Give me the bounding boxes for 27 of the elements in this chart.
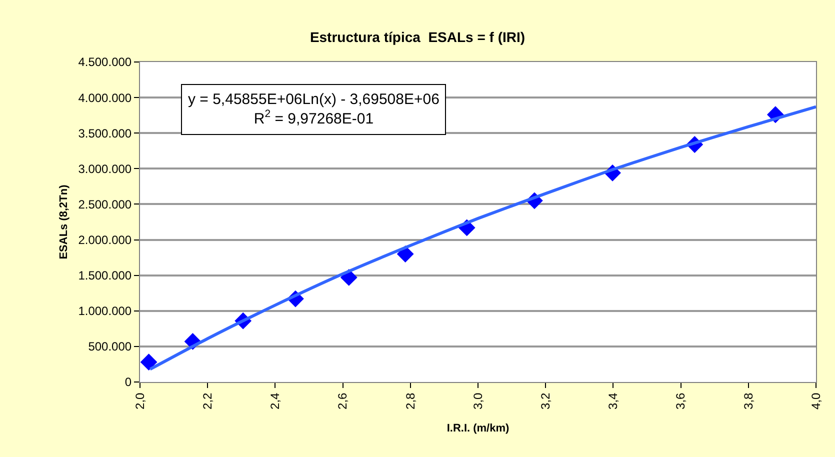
y-tick-label: 1.000.000: [78, 304, 132, 318]
point: [140, 354, 158, 371]
x-tick-label: 3,6: [674, 392, 688, 410]
x-tick-label: 2,2: [200, 392, 214, 410]
y-tick-label: 3.000.000: [78, 162, 132, 176]
chart-title: Estructura típica ESALs = f (IRI): [310, 28, 526, 45]
annotation: R$^{2}$ = 9,97268E-01: [254, 108, 374, 128]
x-tick-label: 3,4: [606, 392, 620, 410]
x-tick-label: 2,8: [403, 392, 418, 410]
y-tick-label: 2.500.000: [78, 197, 132, 212]
y-tick-label: 4.000.000: [78, 90, 132, 105]
y-axis-title: ESALs (8,2Tn): [58, 184, 70, 260]
x-tick-label: 2,6: [336, 392, 350, 410]
annotation: y = 5,45855E+06Ln(x) - 3,69508E+06: [188, 91, 440, 108]
x-tick-label: 4,0: [808, 392, 823, 410]
y-tick-label: 500.000: [88, 340, 132, 354]
y-tick-label: 3.500.000: [78, 126, 132, 140]
y-tick-label: 0: [124, 375, 132, 390]
x-tick-label: 2,0: [132, 392, 147, 410]
x-tick-label: 3,8: [741, 392, 756, 410]
x-axis-title: I.R.I. (m/km): [446, 422, 510, 435]
x-tick-label: 3,0: [470, 392, 485, 410]
x-tick-label: 3,2: [538, 392, 552, 410]
y-tick-label: 1.500.000: [78, 268, 132, 283]
y-tick-label: 2.000.000: [78, 232, 132, 247]
x-tick-label: 2,4: [268, 392, 282, 410]
y-tick-label: 4.500.000: [78, 55, 132, 70]
